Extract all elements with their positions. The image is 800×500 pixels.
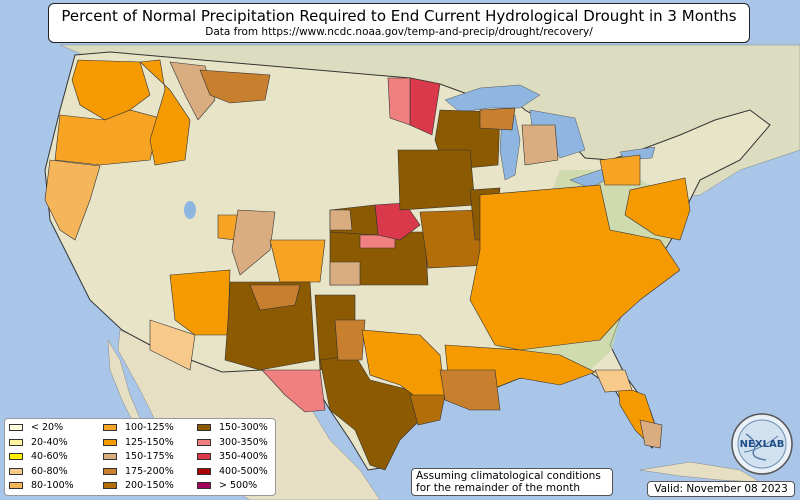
legend-label: 175-200% xyxy=(125,465,174,477)
legend-swatch xyxy=(103,482,117,489)
region-nevada-south xyxy=(231,209,276,276)
legend-swatch xyxy=(9,482,23,489)
legend-swatch xyxy=(9,467,23,475)
legend-item: > 500% xyxy=(197,480,257,491)
region-mid-atlantic xyxy=(624,177,691,241)
legend-item: 60-80% xyxy=(9,466,68,477)
legend-item: 80-100% xyxy=(9,480,74,491)
legend-swatch xyxy=(9,438,23,446)
legend-item: 200-150% xyxy=(103,480,174,491)
legend-item: 300-350% xyxy=(197,437,268,448)
region-utah-south xyxy=(269,239,326,283)
region-texas-west xyxy=(261,369,326,413)
legend-swatch xyxy=(197,424,211,431)
legend-label: 200-150% xyxy=(125,480,174,491)
region-michigan-up xyxy=(479,107,516,131)
legend-swatch xyxy=(9,453,23,460)
region-california-north xyxy=(44,159,101,241)
logo-text: NEXLAB xyxy=(740,439,785,450)
region-texas-central xyxy=(319,354,421,471)
great-salt-lake xyxy=(184,201,196,219)
region-montana-central xyxy=(199,69,271,104)
region-arizona-sw xyxy=(149,319,196,371)
region-nebraska-tan xyxy=(329,209,353,231)
legend-label: 150-175% xyxy=(125,451,174,462)
legend-item: 175-200% xyxy=(103,466,174,477)
legend-label: 300-350% xyxy=(219,436,268,448)
region-idaho-north xyxy=(139,59,191,166)
legend-item: 150-175% xyxy=(103,451,174,462)
title-box: Percent of Normal Precipitation Required… xyxy=(48,3,750,43)
region-texas-coast xyxy=(409,394,446,426)
region-louisiana xyxy=(439,369,501,411)
legend-swatch xyxy=(103,438,117,446)
region-new-mexico-mid xyxy=(249,284,301,311)
region-east-central xyxy=(469,184,681,351)
legend-item: 40-60% xyxy=(9,451,68,462)
legend-label: 350-400% xyxy=(219,451,268,462)
legend-swatch xyxy=(197,467,211,475)
legend-label: 60-80% xyxy=(31,465,68,477)
legend-label: 125-150% xyxy=(125,436,174,448)
region-arizona-west xyxy=(169,269,231,336)
valid-date: Valid: November 08 2023 xyxy=(647,481,795,497)
legend-swatch xyxy=(197,453,211,460)
legend-item: 150-300% xyxy=(197,422,268,433)
legend-swatch xyxy=(197,482,211,489)
assumption-note: Assuming climatological conditions for t… xyxy=(411,468,613,496)
legend-item: < 20% xyxy=(9,422,63,433)
legend-label: 100-125% xyxy=(125,422,174,433)
legend-swatch xyxy=(103,424,117,431)
region-oklahoma-tan xyxy=(329,261,361,286)
page-title: Percent of Normal Precipitation Required… xyxy=(61,7,737,25)
legend-item: 100-125% xyxy=(103,422,174,433)
lake-michigan xyxy=(499,114,521,181)
legend-label: 150-300% xyxy=(219,422,268,433)
nexlab-logo: NEXLAB xyxy=(731,413,793,475)
region-minnesota-pink xyxy=(387,77,411,126)
legend-label: > 500% xyxy=(219,480,258,491)
region-iowa xyxy=(397,149,476,211)
legend-swatch xyxy=(9,424,23,431)
legend-item: 400-500% xyxy=(197,466,268,477)
region-michigan-lower xyxy=(521,124,559,166)
region-florida-south xyxy=(639,419,663,449)
region-florida-north xyxy=(594,369,633,393)
legend-swatch xyxy=(103,453,117,460)
legend-label: 20-40% xyxy=(31,436,68,448)
legend-label: 80-100% xyxy=(31,480,74,491)
data-source: Data from https://www.ncdc.noaa.gov/temp… xyxy=(205,26,593,38)
legend-swatch xyxy=(197,438,211,446)
legend-label: 400-500% xyxy=(219,465,268,477)
legend: < 20% 20-40% 40-60% 60-80% 80-100% 100-125% 12… xyxy=(4,418,276,496)
legend-swatch xyxy=(103,467,117,475)
region-texas-north xyxy=(334,319,366,361)
legend-label: 40-60% xyxy=(31,451,68,462)
legend-item: 350-400% xyxy=(197,451,268,462)
legend-item: 20-40% xyxy=(9,437,68,448)
legend-item: 125-150% xyxy=(103,437,174,448)
region-ohio xyxy=(599,154,641,186)
legend-label: < 20% xyxy=(31,422,64,433)
